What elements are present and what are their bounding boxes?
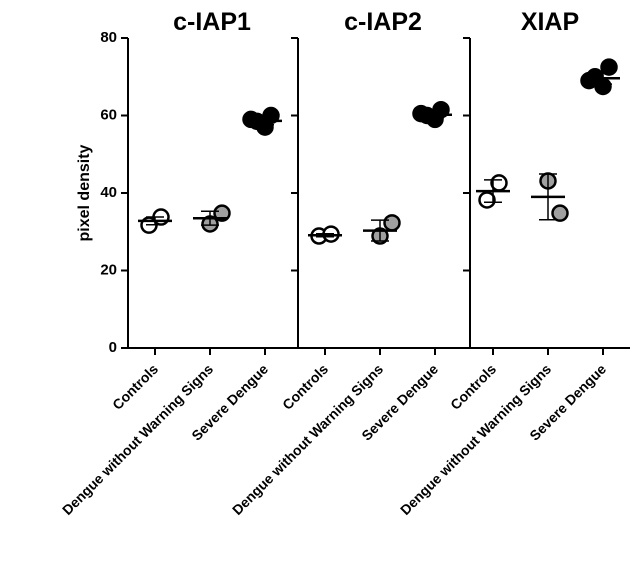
y-tick-label: 40: [100, 184, 117, 201]
y-tick-label: 20: [100, 261, 117, 278]
panel-title: c-IAP2: [344, 8, 422, 36]
panel-title: XIAP: [521, 8, 579, 36]
data-point: [478, 191, 496, 209]
y-axis-label: pixel density: [76, 144, 93, 241]
x-tick-label: Controls: [109, 361, 161, 413]
y-tick-label: 60: [100, 106, 117, 123]
panel-title: c-IAP1: [173, 8, 251, 36]
x-tick-label: Controls: [279, 361, 331, 413]
x-tick-label: Controls: [447, 361, 499, 413]
y-tick-label: 0: [109, 339, 117, 356]
data-point: [551, 204, 569, 222]
data-point: [242, 110, 260, 129]
data-point: [213, 204, 231, 222]
data-point: [600, 58, 618, 76]
y-tick-label: 80: [100, 29, 117, 46]
data-point: [580, 71, 598, 90]
data-point: [383, 214, 401, 232]
